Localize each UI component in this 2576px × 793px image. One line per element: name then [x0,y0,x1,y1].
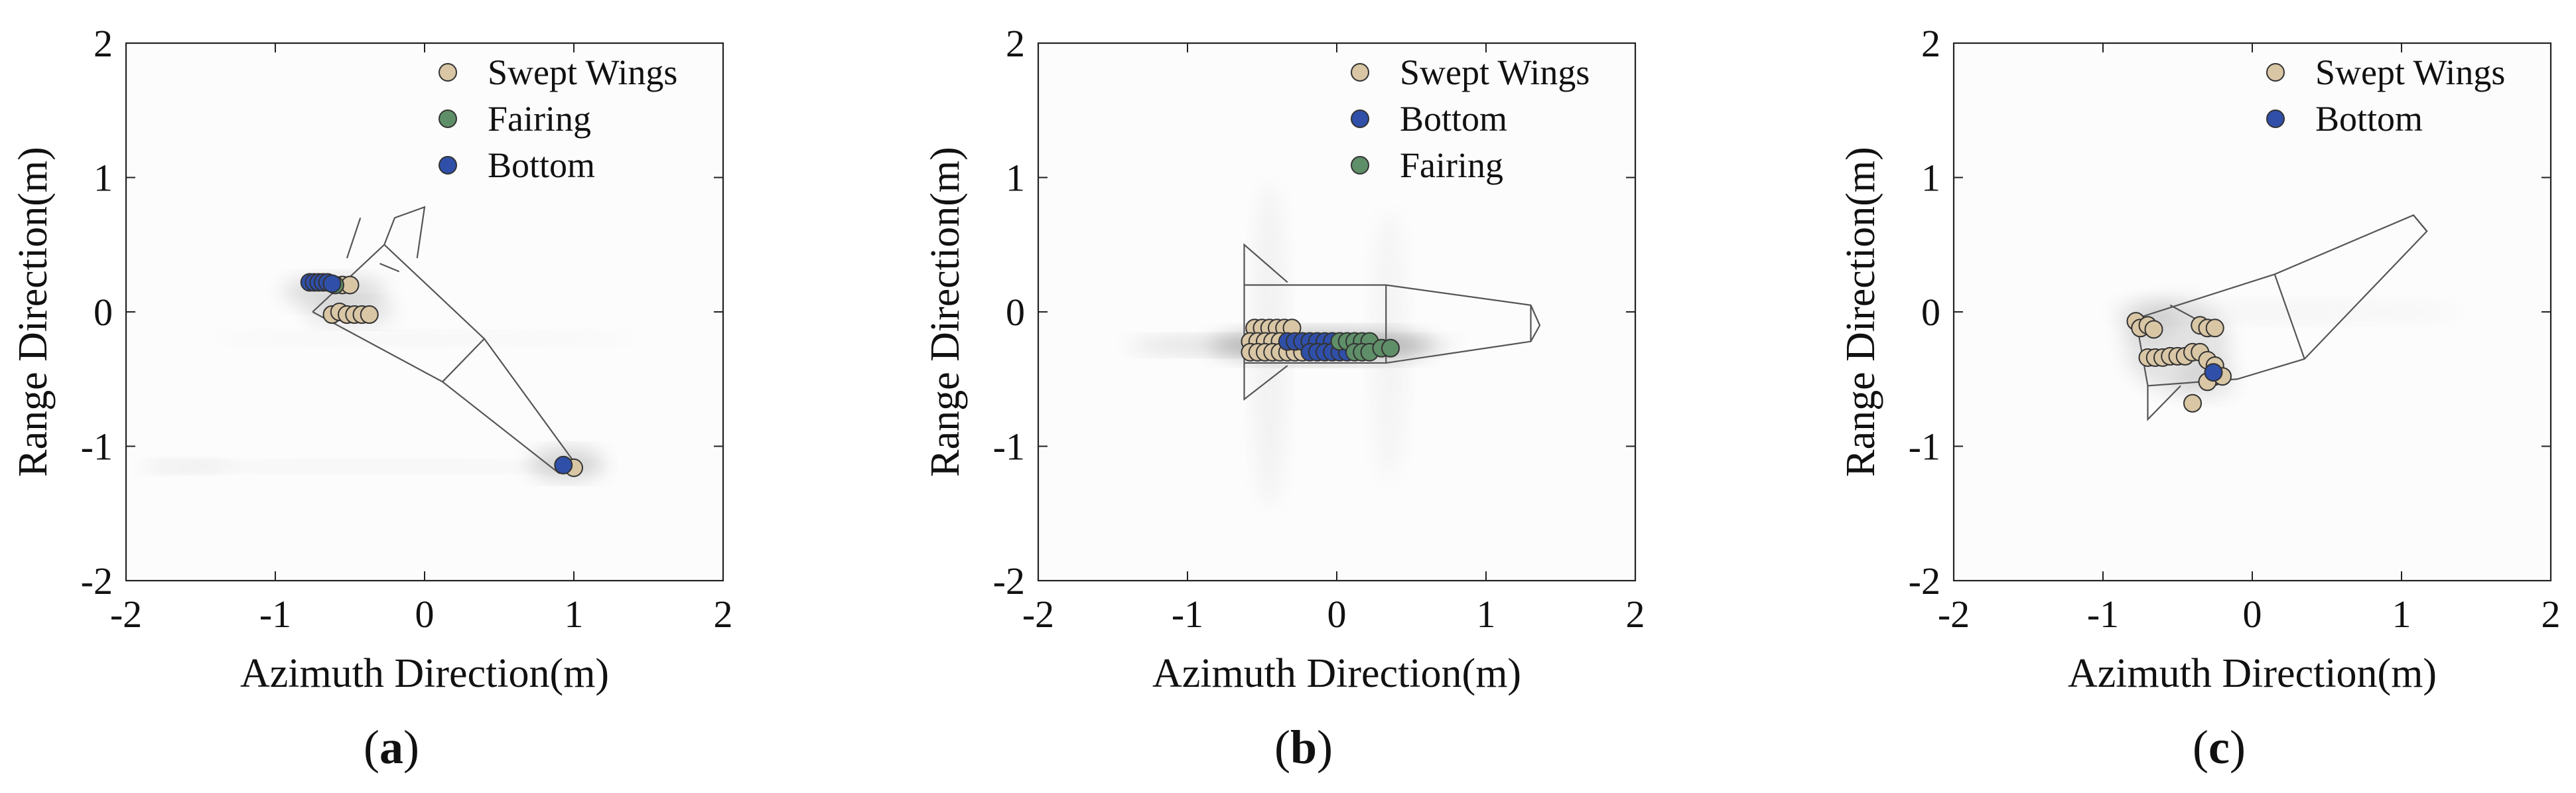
x-tick-label: 0 [415,593,435,636]
y-tick-label: -1 [1909,425,1940,469]
legend-marker [1351,156,1369,175]
outline-segment [383,206,426,259]
data-point [360,305,379,324]
sar-blob [141,459,231,473]
y-tick-label: 1 [1006,157,1025,200]
x-tick-label: 2 [1626,593,1645,636]
series-swept-wings [322,275,583,477]
x-tick-label: -2 [110,593,142,636]
y-tick-label: 1 [94,157,113,200]
x-tick-label: 1 [2392,593,2411,636]
y-tick-label: -1 [993,425,1025,469]
x-tick-label: 0 [1327,593,1347,636]
sar-blob [141,461,619,472]
x-tick-label: 1 [565,593,584,636]
x-axis-label: Azimuth Direction(m) [240,651,609,696]
y-tick-label: 0 [94,291,113,334]
data-point [2144,320,2163,339]
y-axis-label: Range Direction(m) [1838,147,1883,477]
y-tick-label: 0 [1006,291,1025,334]
y-tick-label: -2 [1909,559,1940,603]
panel-b: -2 -1 0 1 2 -2 -1 0 1 2 Azimuth Direction(m) Range … [923,22,1645,774]
outline-segment [442,338,485,383]
x-axis-label: Azimuth Direction(m) [1152,651,1521,696]
series-fairing [1330,332,1400,362]
series-bottom [300,273,573,474]
x-tick-label: -2 [1938,593,1970,636]
outline-segment [1243,362,1288,401]
outline-segment [379,263,400,273]
outline-segment [2273,273,2305,360]
y-tick-label: -2 [81,559,113,603]
series-bottom [2204,363,2223,382]
legend-entry: Swept Wings [488,52,677,92]
x-tick-label: 2 [2542,593,2561,636]
x-tick-label: 0 [2243,593,2262,636]
y-tick-label: 2 [94,22,113,65]
legend-marker [439,109,457,128]
panel-c: -2 -1 0 1 2 -2 -1 0 1 2 Azimuth Direction(m) Range … [1838,22,2561,774]
legend-marker [439,156,457,175]
legend: Swept Wings Bottom Fairing [1351,52,1590,185]
outline-segment [346,217,362,259]
x-tick-label: 2 [714,593,733,636]
data-point [322,274,342,293]
data-point [2204,363,2223,382]
y-axis-label: Range Direction(m) [11,147,56,477]
panel-caption: (c) [2193,721,2246,774]
data-point [2183,394,2202,413]
legend-entry: Bottom [488,145,595,185]
legend-marker [439,63,457,82]
y-tick-label: 0 [1921,291,1940,334]
x-tick-label: -1 [2087,593,2119,636]
data-point [1381,338,1400,358]
legend-entry: Swept Wings [1400,52,1590,92]
y-tick-label: 2 [1006,22,1025,65]
panel-a: -2 -1 0 1 2 -2 -1 0 1 2 Azimuth Direction(m) Range … [11,22,733,774]
x-tick-label: -1 [259,593,291,636]
outline-segment [2135,214,2428,387]
sar-background [1954,43,2551,581]
outline-segment [1243,243,1288,285]
x-tick-label: -1 [1172,593,1203,636]
outline-segment [2413,214,2428,232]
legend-marker [2266,63,2285,82]
panel-caption: (b) [1274,721,1333,774]
sar-background [126,43,723,581]
legend-marker [2266,109,2285,128]
outline-segment [2147,385,2181,421]
sar-background [1038,43,1635,581]
legend-marker [1351,109,1369,128]
outline-segment [1243,284,1541,364]
legend: Swept Wings Fairing Bottom [439,52,677,185]
legend-entry: Swept Wings [2315,52,2505,92]
x-axis-label: Azimuth Direction(m) [2068,651,2437,696]
x-tick-label: 1 [1477,593,1496,636]
y-tick-label: 2 [1921,22,1940,65]
data-point [2205,319,2224,338]
legend-entry: Bottom [1400,99,1507,139]
y-tick-label: 1 [1921,157,1940,200]
legend-entry: Fairing [1400,145,1503,185]
panel-caption: (a) [364,721,419,774]
y-tick-label: -1 [81,425,113,469]
legend-entry: Fairing [488,99,591,139]
target-outline [2135,214,2428,421]
legend-marker [1351,63,1369,82]
y-tick-label: -2 [993,559,1025,603]
sar-blob [216,332,634,346]
y-axis-label: Range Direction(m) [923,147,968,477]
legend: Swept Wings Bottom [2266,52,2505,139]
x-tick-label: -2 [1022,593,1054,636]
legend-entry: Bottom [2315,99,2423,139]
data-point [554,455,573,474]
